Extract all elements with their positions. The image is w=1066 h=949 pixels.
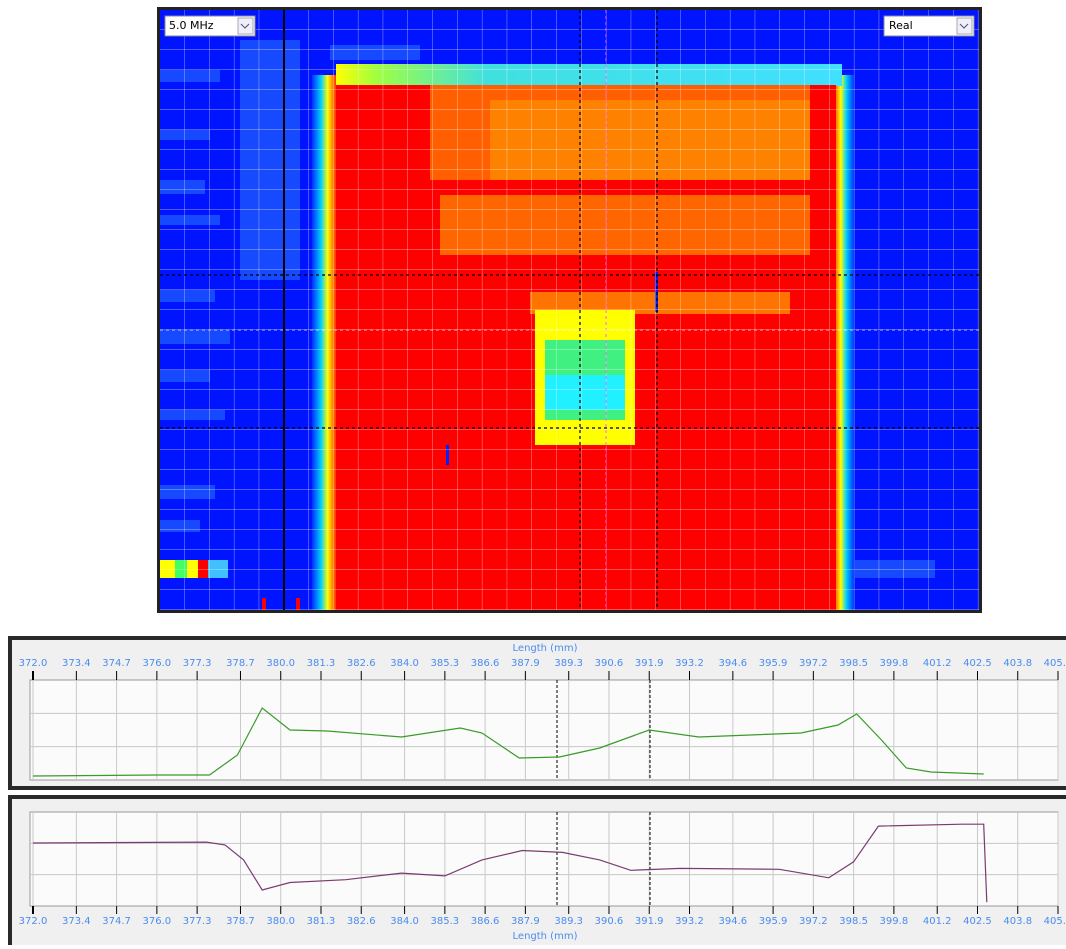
line-chart: Length (mm) 372.0 373.4 374.7 376.0 377.3 378.… (10, 638, 1066, 788)
x-tick-label: 374.7 (102, 916, 131, 927)
x-tick-label: 391.9 (635, 916, 664, 927)
x-tick-label: 395.9 (759, 658, 788, 669)
x-tick-label: 386.6 (471, 916, 500, 927)
screen: 5.0 MHz Real Length (mm) 372.0 373.4 374.7 3… (0, 0, 1066, 945)
x-tick-label: 372.0 (19, 658, 48, 669)
x-tick-label: 393.2 (675, 658, 704, 669)
x-tick-label: 385.3 (431, 916, 460, 927)
x-tick-label: 373.4 (62, 658, 91, 669)
x-tick-label: 390.6 (595, 658, 624, 669)
c-scan (157, 7, 982, 613)
x-tick-label: 401.2 (923, 658, 952, 669)
x-tick-label: 377.3 (183, 916, 212, 927)
x-tick-label: 389.3 (554, 658, 583, 669)
x-tick-label: 398.5 (839, 916, 868, 927)
x-tick-label: 373.4 (62, 916, 91, 927)
x-tick-label: 377.3 (183, 658, 212, 669)
x-tick-label: 382.6 (347, 658, 376, 669)
x-axis-title: Length (mm) (513, 643, 578, 654)
x-tick-label: 390.6 (595, 916, 624, 927)
x-tick-label: 402.5 (963, 658, 992, 669)
x-tick-label: 381.3 (307, 658, 336, 669)
x-tick-label: 391.9 (635, 658, 664, 669)
x-tick-label: 397.2 (799, 916, 828, 927)
x-tick-label: 380.0 (266, 916, 295, 927)
x-tick-label: 403.8 (1003, 658, 1032, 669)
x-tick-label: 384.0 (390, 658, 419, 669)
frequency-value: 5.0 MHz (169, 19, 214, 32)
x-tick-label: 376.0 (143, 658, 172, 669)
x-tick-label: 403.8 (1003, 916, 1032, 927)
x-tick-label: 376.0 (143, 916, 172, 927)
x-axis-title: Length (mm) (513, 931, 578, 942)
line-chart: Length (mm) 372.0 373.4 374.7 376.0 377.3 378.… (10, 797, 1066, 945)
x-tick-label: 385.3 (431, 658, 460, 669)
x-tick-label: 394.6 (719, 658, 748, 669)
x-tick-label: 381.3 (307, 916, 336, 927)
x-tick-label: 387.9 (511, 658, 540, 669)
x-tick-label: 405.1 (1044, 658, 1066, 669)
x-tick-label: 402.5 (963, 916, 992, 927)
x-tick-label: 384.0 (390, 916, 419, 927)
x-tick-label: 378.7 (226, 916, 255, 927)
x-tick-label: 387.9 (511, 916, 540, 927)
x-tick-label: 380.0 (266, 658, 295, 669)
page: 5.0 MHz Real Length (mm) 372.0 373.4 374.7 3… (0, 0, 1066, 945)
frequency-dropdown[interactable]: 5.0 MHz (165, 16, 255, 36)
x-tick-label: 393.2 (675, 916, 704, 927)
x-tick-label: 399.8 (880, 658, 909, 669)
x-tick-label: 386.6 (471, 658, 500, 669)
mode-value: Real (889, 19, 913, 32)
x-tick-label: 399.8 (880, 916, 909, 927)
x-tick-label: 394.6 (719, 916, 748, 927)
x-tick-label: 374.7 (102, 658, 131, 669)
x-tick-label: 405.1 (1044, 916, 1066, 927)
x-tick-label: 378.7 (226, 658, 255, 669)
x-tick-label: 395.9 (759, 916, 788, 927)
x-tick-label: 372.0 (19, 916, 48, 927)
x-tick-label: 382.6 (347, 916, 376, 927)
x-tick-label: 389.3 (554, 916, 583, 927)
x-tick-label: 398.5 (839, 658, 868, 669)
mode-dropdown[interactable]: Real (884, 16, 974, 36)
x-tick-label: 401.2 (923, 916, 952, 927)
x-tick-label: 397.2 (799, 658, 828, 669)
